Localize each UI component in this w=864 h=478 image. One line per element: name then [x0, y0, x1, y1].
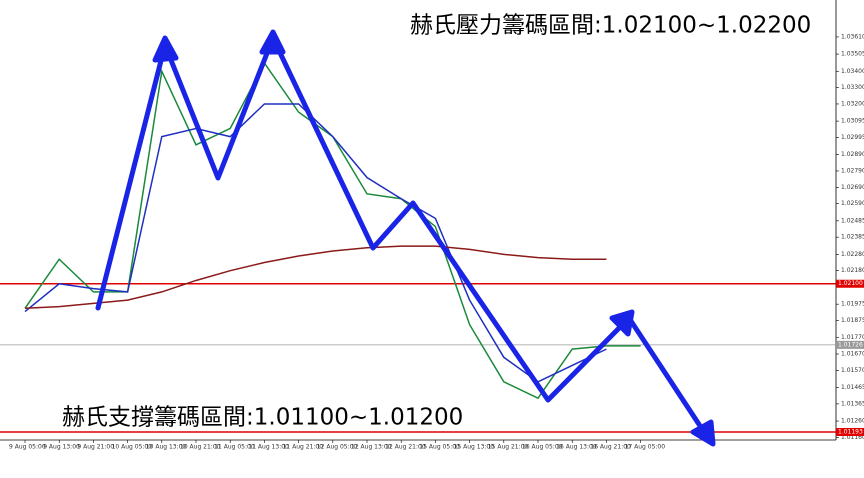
y-tick-label: 1.03200 [841, 100, 864, 107]
x-tick-label: 9 Aug 05:00 [9, 444, 46, 451]
x-tick-label: 12 Aug 05:00 [317, 444, 358, 451]
x-tick-label: 9 Aug 21:00 [77, 444, 114, 451]
y-tick-label: 1.02790 [841, 167, 864, 174]
y-tick-label: 1.01770 [841, 334, 864, 341]
y-tick-label: 1.01465 [841, 384, 864, 391]
y-tick-label: 1.03505 [841, 51, 864, 58]
y-tick-label: 1.01875 [841, 317, 864, 324]
x-tick-label: 11 Aug 13:00 [248, 444, 289, 451]
x-tick-label: 10 Aug 05:00 [112, 444, 153, 451]
y-tick-label: 1.01365 [841, 400, 864, 407]
y-tick-label: 1.02280 [841, 251, 864, 258]
x-tick-label: 16 Aug 13:00 [556, 444, 597, 451]
x-tick-label: 10 Aug 21:00 [180, 444, 221, 451]
y-tick-label: 1.01975 [841, 301, 864, 308]
x-tick-label: 11 Aug 05:00 [214, 444, 255, 451]
y-tick-label: 1.02995 [841, 134, 864, 141]
series-line [24, 245, 607, 310]
y-tick-label: 1.02590 [841, 200, 864, 207]
y-tick-label: 1.02890 [841, 151, 864, 158]
x-tick-label: 9 Aug 13:00 [43, 444, 80, 451]
x-tick-label: 15 Aug 05:00 [419, 444, 460, 451]
resistance-annotation: 赫氏壓力籌碼區間:1.02100~1.02200 [410, 13, 811, 39]
y-tick-label: 1.02485 [841, 217, 864, 224]
level-tag [836, 427, 864, 436]
x-tick-label: 11 Aug 21:00 [283, 444, 324, 451]
x-tick-label: 10 Aug 13:00 [146, 444, 187, 451]
y-tick-label: 1.03400 [841, 68, 864, 75]
level-label: 1.01726 [838, 341, 863, 348]
x-tick-label: 16 Aug 05:00 [522, 444, 563, 451]
y-tick-label: 1.01570 [841, 367, 864, 374]
y-tick-label: 1.02690 [841, 184, 864, 191]
level-label: 1.02100 [838, 280, 863, 287]
y-tick-label: 1.02385 [841, 234, 864, 241]
level-label: 1.01193 [838, 428, 863, 435]
x-tick-label: 12 Aug 13:00 [351, 444, 392, 451]
y-tick-label: 1.02180 [841, 267, 864, 274]
x-tick-label: 16 Aug 21:00 [590, 444, 631, 451]
series-line [24, 103, 607, 383]
level-tag [836, 340, 864, 349]
y-tick-label: 1.01260 [841, 418, 864, 425]
x-tick-label: 17 Aug 05:00 [625, 444, 666, 451]
x-tick-label: 12 Aug 21:00 [385, 444, 426, 451]
y-tick-label: 1.01670 [841, 351, 864, 358]
support-annotation: 赫氏支撐籌碼區間:1.01100~1.01200 [62, 405, 463, 431]
blue-arrows [95, 29, 716, 447]
y-tick-label: 1.03610 [841, 33, 864, 40]
x-tick-label: 15 Aug 21:00 [488, 444, 529, 451]
y-tick-label: 1.01160 [841, 434, 864, 441]
level-tag [836, 279, 864, 288]
x-tick-label: 15 Aug 13:00 [454, 444, 495, 451]
y-tick-label: 1.03300 [841, 84, 864, 91]
y-tick-label: 1.03095 [841, 118, 864, 125]
